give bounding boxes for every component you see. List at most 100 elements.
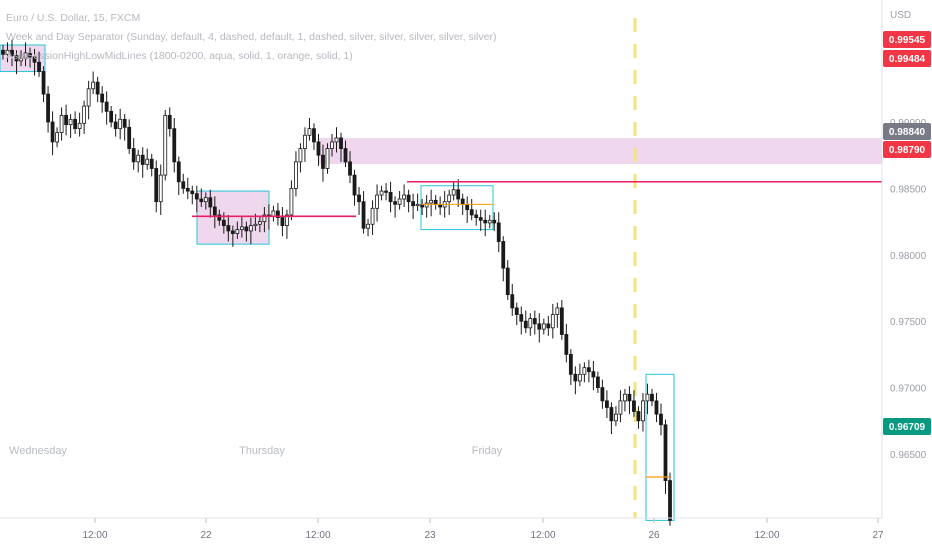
candle-body bbox=[641, 400, 645, 422]
indicator-legend-asia[interactable]: AsiaSessionHighLowMidLines (1800-0200, a… bbox=[6, 50, 353, 62]
candle bbox=[294, 151, 298, 197]
candle-body bbox=[559, 307, 564, 335]
candle-body bbox=[514, 307, 519, 315]
candle bbox=[77, 112, 82, 137]
price-tick-label: 0.98000 bbox=[890, 251, 927, 262]
candle bbox=[487, 214, 492, 229]
candle-body bbox=[41, 71, 46, 95]
candle-body bbox=[226, 225, 231, 232]
candle bbox=[343, 140, 348, 168]
candle bbox=[632, 390, 636, 417]
candle-body bbox=[230, 230, 235, 234]
candle bbox=[32, 48, 37, 76]
candle bbox=[73, 111, 78, 134]
candle-body bbox=[595, 376, 600, 389]
time-axis[interactable]: 12:00 22 12:00 23 12:00 26 12:00 27 bbox=[82, 518, 884, 541]
candle bbox=[257, 216, 262, 233]
candle bbox=[149, 153, 154, 177]
candle bbox=[334, 127, 339, 153]
candle bbox=[492, 212, 497, 231]
candle-body bbox=[519, 314, 524, 322]
session-box-3 bbox=[420, 185, 494, 231]
candle-body bbox=[185, 187, 190, 192]
symbol-legend[interactable]: Euro / U.S. Dollar, 15, FXCM bbox=[6, 12, 141, 24]
price-badge: 0.98790 bbox=[883, 141, 931, 158]
candle bbox=[555, 302, 560, 328]
candle bbox=[176, 156, 181, 196]
candle-body bbox=[77, 122, 82, 130]
candle bbox=[136, 149, 141, 173]
candle bbox=[568, 349, 573, 385]
candle bbox=[514, 302, 519, 326]
candle bbox=[600, 379, 605, 409]
candle-body bbox=[343, 148, 348, 163]
candle-body bbox=[632, 400, 636, 412]
candle bbox=[276, 203, 280, 226]
price-tick-label: 0.96500 bbox=[890, 450, 927, 461]
candle bbox=[438, 196, 443, 215]
candle-body bbox=[154, 168, 159, 203]
indicator-legend-separator[interactable]: Week and Day Separator (Sunday, default,… bbox=[6, 31, 497, 43]
candle bbox=[244, 221, 249, 242]
candle bbox=[339, 132, 343, 162]
candle bbox=[158, 164, 163, 215]
candle bbox=[618, 390, 623, 423]
zone-band bbox=[318, 138, 882, 164]
candle bbox=[577, 363, 582, 387]
price-badge-bg bbox=[883, 50, 931, 67]
candle-body bbox=[483, 219, 488, 224]
candle-body bbox=[73, 118, 78, 130]
price-badge-bg bbox=[883, 123, 931, 140]
candle bbox=[163, 110, 168, 181]
candle-body bbox=[357, 194, 361, 203]
candle-body bbox=[393, 201, 397, 205]
candle bbox=[384, 183, 388, 201]
candle-body bbox=[645, 393, 650, 402]
candle bbox=[95, 76, 100, 103]
candle-body bbox=[582, 367, 587, 375]
candle bbox=[586, 359, 591, 383]
candle-body bbox=[253, 223, 258, 226]
candle bbox=[474, 209, 479, 226]
candle-body bbox=[28, 52, 32, 58]
candle-body bbox=[59, 114, 64, 134]
candle-body bbox=[145, 158, 150, 165]
candle-body bbox=[523, 320, 528, 329]
candle bbox=[411, 193, 416, 219]
candle-body bbox=[564, 334, 569, 355]
candle-body bbox=[334, 137, 339, 143]
candle bbox=[605, 390, 609, 419]
currency-label: USD bbox=[890, 10, 911, 21]
candle-body bbox=[100, 93, 105, 103]
candle-body bbox=[366, 223, 370, 229]
candle-body bbox=[469, 209, 474, 216]
candle-body bbox=[546, 323, 551, 329]
candle bbox=[230, 225, 235, 247]
candle bbox=[537, 313, 542, 343]
candle-body bbox=[118, 118, 123, 130]
candle-body bbox=[370, 207, 375, 225]
candle-body bbox=[501, 241, 506, 269]
candle bbox=[668, 472, 672, 526]
candle bbox=[627, 386, 632, 415]
candle-body bbox=[172, 128, 177, 163]
candle-body bbox=[14, 55, 19, 62]
candle bbox=[451, 181, 456, 201]
candle bbox=[280, 206, 285, 237]
candle bbox=[546, 315, 551, 336]
candle-body bbox=[5, 49, 10, 55]
candle bbox=[321, 144, 325, 182]
candle-body bbox=[55, 132, 59, 143]
price-axis[interactable]: 0.990000.985000.980000.975000.970000.965… bbox=[890, 118, 927, 461]
candle bbox=[91, 71, 96, 95]
time-tick-label: 23 bbox=[424, 530, 436, 541]
candle-body bbox=[239, 226, 244, 230]
candle bbox=[185, 177, 190, 200]
price-badge-bg bbox=[883, 31, 931, 48]
candle bbox=[375, 184, 379, 222]
time-tick-label: 22 bbox=[200, 530, 212, 541]
candle bbox=[429, 189, 434, 217]
candle bbox=[663, 419, 668, 494]
candle-body bbox=[654, 400, 659, 415]
